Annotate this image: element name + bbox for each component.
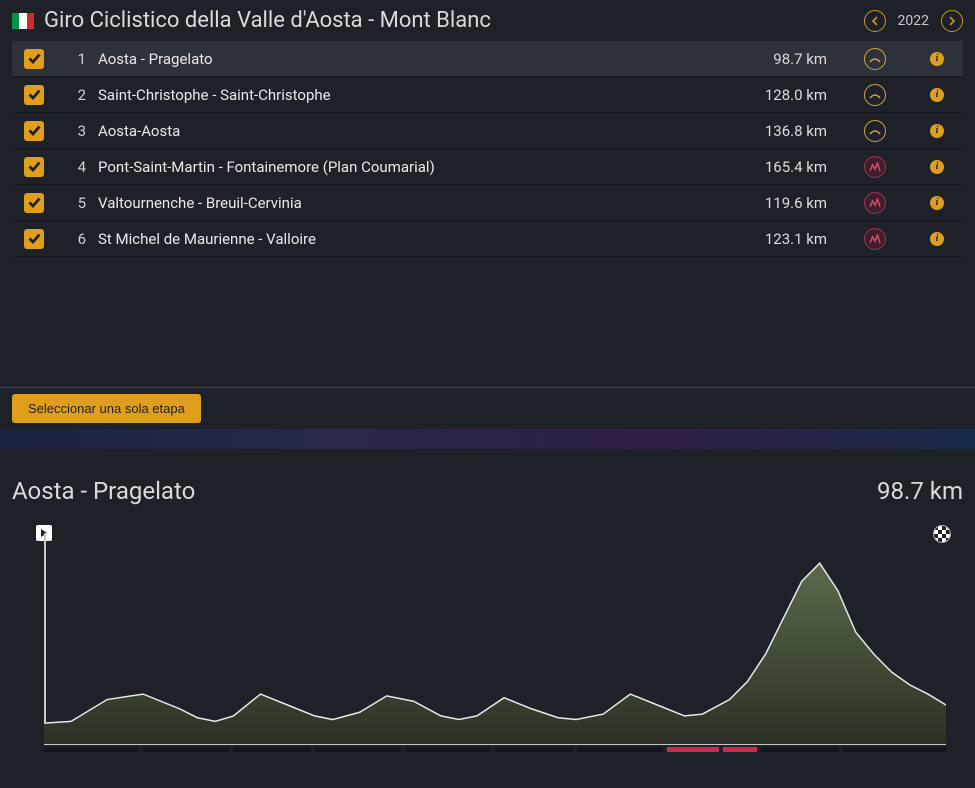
stage-name: Aosta-Aosta xyxy=(98,122,739,140)
difficulty-medium-icon xyxy=(864,84,886,106)
stage-name: Aosta - Pragelato xyxy=(98,50,739,68)
segment-dark[interactable] xyxy=(761,747,839,752)
stage-distance: 165.4 km xyxy=(739,158,839,176)
difficulty-hard-icon xyxy=(864,228,886,250)
segment-dark[interactable] xyxy=(233,747,311,752)
difficulty-cell xyxy=(839,192,911,214)
stage-checkbox[interactable] xyxy=(24,85,44,105)
stage-distance: 136.8 km xyxy=(739,122,839,140)
stage-checkbox[interactable] xyxy=(24,121,44,141)
next-year-button[interactable] xyxy=(941,10,963,32)
segment-dark[interactable] xyxy=(143,747,229,752)
difficulty-cell xyxy=(839,228,911,250)
info-icon[interactable]: i xyxy=(930,232,944,246)
difficulty-hard-icon xyxy=(864,192,886,214)
elevation-profile xyxy=(44,545,946,745)
finish-marker-icon xyxy=(933,525,951,543)
stage-number: 5 xyxy=(56,194,98,212)
year-nav: 2022 xyxy=(864,10,963,32)
segment-dark[interactable] xyxy=(843,747,946,752)
map-strip xyxy=(0,429,975,449)
stage-checkbox[interactable] xyxy=(24,229,44,249)
stage-number: 4 xyxy=(56,158,98,176)
select-single-button[interactable]: Seleccionar una sola etapa xyxy=(12,394,201,423)
profile-header: Aosta - Pragelato 98.7 km xyxy=(0,449,975,515)
info-cell: i xyxy=(911,232,963,246)
x-axis xyxy=(44,744,946,746)
header: Giro Ciclistico della Valle d'Aosta - Mo… xyxy=(0,0,975,41)
info-icon[interactable]: i xyxy=(930,196,944,210)
difficulty-cell xyxy=(839,156,911,178)
stage-distance: 119.6 km xyxy=(739,194,839,212)
difficulty-cell xyxy=(839,84,911,106)
stage-distance: 98.7 km xyxy=(739,50,839,68)
stage-name: Saint-Christophe - Saint-Christophe xyxy=(98,86,739,104)
stage-row[interactable]: 2Saint-Christophe - Saint-Christophe128.… xyxy=(12,77,963,113)
stage-name: Valtournenche - Breuil-Cervinia xyxy=(98,194,739,212)
info-icon[interactable]: i xyxy=(930,160,944,174)
segment-pink[interactable] xyxy=(667,747,719,752)
info-icon[interactable]: i xyxy=(930,124,944,138)
checkbox-cell xyxy=(12,49,56,69)
checkbox-cell xyxy=(12,121,56,141)
difficulty-medium-icon xyxy=(864,48,886,70)
stage-row[interactable]: 4Pont-Saint-Martin - Fontainemore (Plan … xyxy=(12,149,963,185)
elevation-chart xyxy=(12,525,963,763)
segment-dark[interactable] xyxy=(405,747,491,752)
stage-distance: 123.1 km xyxy=(739,230,839,248)
stage-row[interactable]: 5Valtournenche - Breuil-Cervinia119.6 km… xyxy=(12,185,963,221)
segments-bar xyxy=(44,747,946,752)
info-cell: i xyxy=(911,124,963,138)
stage-number: 6 xyxy=(56,230,98,248)
stage-number: 3 xyxy=(56,122,98,140)
profile-title: Aosta - Pragelato xyxy=(12,477,195,505)
checkbox-cell xyxy=(12,229,56,249)
header-left: Giro Ciclistico della Valle d'Aosta - Mo… xyxy=(12,8,491,33)
stage-table: 1Aosta - Pragelato98.7 kmi2Saint-Christo… xyxy=(12,41,963,257)
info-cell: i xyxy=(911,88,963,102)
difficulty-cell xyxy=(839,48,911,70)
difficulty-medium-icon xyxy=(864,120,886,142)
stage-number: 2 xyxy=(56,86,98,104)
flag-italy-icon xyxy=(12,13,34,29)
difficulty-cell xyxy=(839,120,911,142)
info-cell: i xyxy=(911,196,963,210)
segment-dark[interactable] xyxy=(577,747,663,752)
segment-dark[interactable] xyxy=(495,747,573,752)
checkbox-cell xyxy=(12,157,56,177)
segment-dark[interactable] xyxy=(44,747,139,752)
stage-number: 1 xyxy=(56,50,98,68)
gap xyxy=(0,257,975,387)
year-label: 2022 xyxy=(898,13,929,29)
prev-year-button[interactable] xyxy=(864,10,886,32)
checkbox-cell xyxy=(12,193,56,213)
info-icon[interactable]: i xyxy=(930,52,944,66)
stage-row[interactable]: 3Aosta-Aosta136.8 km i xyxy=(12,113,963,149)
info-icon[interactable]: i xyxy=(930,88,944,102)
info-cell: i xyxy=(911,160,963,174)
stage-row[interactable]: 1Aosta - Pragelato98.7 km i xyxy=(12,41,963,77)
stage-name: Pont-Saint-Martin - Fontainemore (Plan C… xyxy=(98,158,739,176)
stage-checkbox[interactable] xyxy=(24,49,44,69)
profile-distance: 98.7 km xyxy=(877,477,963,505)
info-cell: i xyxy=(911,52,963,66)
segment-pink[interactable] xyxy=(723,747,757,752)
difficulty-hard-icon xyxy=(864,156,886,178)
stage-distance: 128.0 km xyxy=(739,86,839,104)
stage-row[interactable]: 6St Michel de Maurienne - Valloire123.1 … xyxy=(12,221,963,257)
checkbox-cell xyxy=(12,85,56,105)
stage-checkbox[interactable] xyxy=(24,157,44,177)
race-title: Giro Ciclistico della Valle d'Aosta - Mo… xyxy=(44,8,491,33)
actions-row: Seleccionar una sola etapa xyxy=(0,387,975,429)
segment-dark[interactable] xyxy=(315,747,401,752)
stage-name: St Michel de Maurienne - Valloire xyxy=(98,230,739,248)
stage-checkbox[interactable] xyxy=(24,193,44,213)
